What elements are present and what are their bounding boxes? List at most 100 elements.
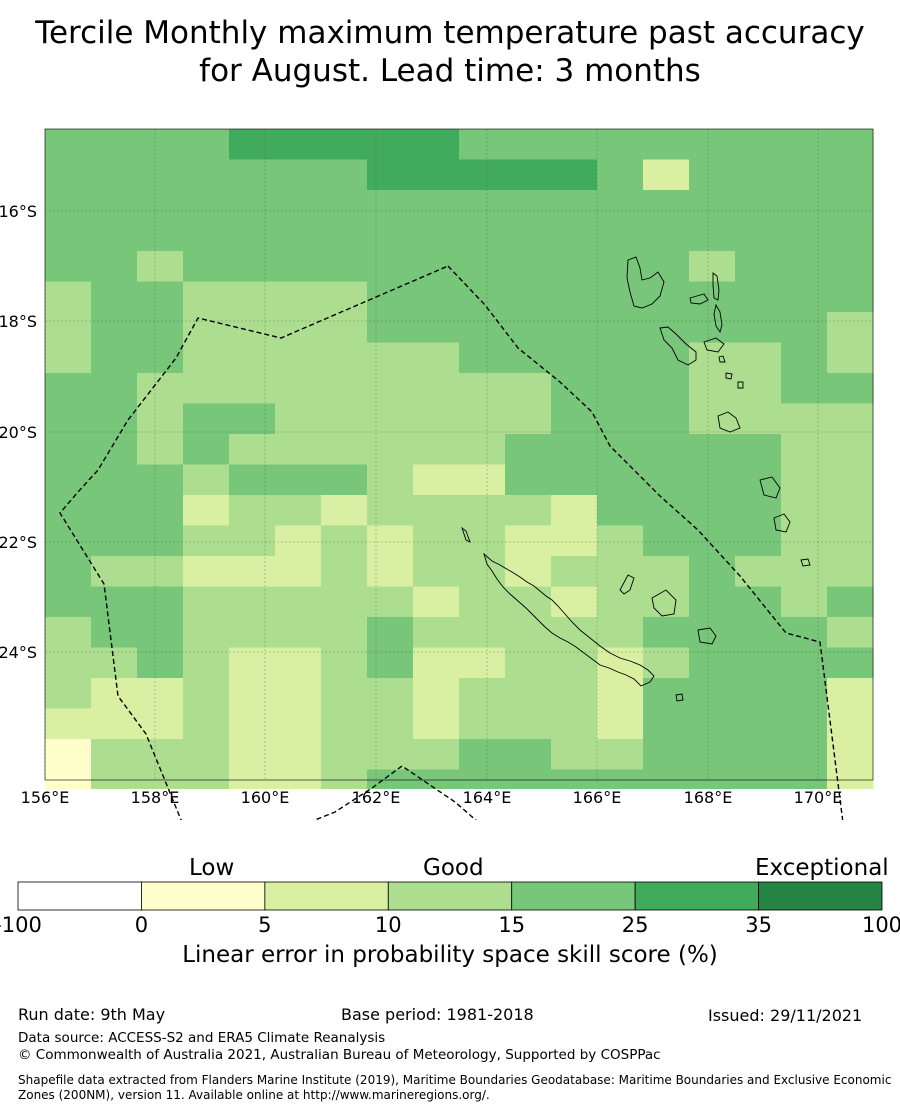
- skill-cell: [367, 129, 414, 161]
- skill-cell: [597, 556, 644, 588]
- lat-tick-label: 18°S: [0, 312, 37, 331]
- skill-cell: [643, 281, 690, 313]
- skill-cell: [551, 373, 598, 405]
- skill-cell: [229, 281, 276, 313]
- skill-cell: [183, 373, 230, 405]
- skill-cell: [643, 129, 690, 161]
- skill-cell: [735, 403, 782, 435]
- skill-cell: [643, 556, 690, 588]
- skill-cell: [275, 769, 322, 789]
- lon-tick-label: 156°E: [21, 788, 70, 807]
- skill-cell: [597, 220, 644, 252]
- skill-cell: [137, 586, 184, 618]
- skill-cell: [91, 556, 138, 588]
- skill-cell: [321, 647, 368, 679]
- skill-cell: [551, 342, 598, 374]
- skill-cell: [689, 373, 736, 405]
- islet-b: [461, 526, 471, 543]
- skill-cell: [137, 678, 184, 710]
- skill-cell: [275, 464, 322, 496]
- skill-cell: [597, 129, 644, 161]
- skill-cell: [275, 739, 322, 771]
- colorbar-segment: [511, 881, 636, 911]
- skill-cell: [183, 434, 230, 466]
- skill-cell: [321, 556, 368, 588]
- skill-cell: [551, 434, 598, 466]
- skill-cell: [781, 281, 828, 313]
- skill-cell: [597, 525, 644, 557]
- skill-cell: [689, 190, 736, 222]
- skill-cell: [735, 495, 782, 527]
- skill-cell: [505, 647, 552, 679]
- skill-cell: [45, 342, 92, 374]
- shapefile-credit-line-1: Shapefile data extracted from Flanders M…: [18, 1073, 892, 1087]
- skill-cell: [45, 281, 92, 313]
- skill-cell: [735, 251, 782, 283]
- eez-boundary: [59, 265, 844, 820]
- colorbar-segment: [758, 881, 883, 911]
- skill-cell: [505, 708, 552, 740]
- skill-cell: [137, 769, 184, 789]
- skill-cell: [459, 342, 506, 374]
- skill-cell: [183, 312, 230, 344]
- skill-cell: [413, 373, 460, 405]
- skill-cell: [505, 342, 552, 374]
- skill-cell: [827, 464, 874, 496]
- skill-cell: [459, 556, 506, 588]
- colorbar-segment: [634, 881, 759, 911]
- skill-cell: [275, 373, 322, 405]
- skill-cell: [597, 647, 644, 679]
- skill-cell: [413, 739, 460, 771]
- skill-cell: [367, 647, 414, 679]
- skill-cell: [781, 403, 828, 435]
- skill-cell: [781, 220, 828, 252]
- skill-cell: [505, 312, 552, 344]
- skill-cell: [367, 556, 414, 588]
- skill-cell: [45, 617, 92, 649]
- skill-cell: [551, 525, 598, 557]
- skill-cell: [643, 678, 690, 710]
- skill-cell: [137, 739, 184, 771]
- skill-cell: [689, 312, 736, 344]
- skill-cell: [413, 708, 460, 740]
- skill-cell: [781, 190, 828, 222]
- skill-cell: [275, 586, 322, 618]
- skill-cell: [735, 617, 782, 649]
- skill-cell: [91, 159, 138, 191]
- skill-cell: [229, 769, 276, 789]
- skill-cell: [735, 220, 782, 252]
- skill-cell: [689, 129, 736, 161]
- skill-cell: [781, 525, 828, 557]
- skill-cell: [551, 495, 598, 527]
- colorbar-axis-label: Linear error in probability space skill …: [182, 942, 718, 968]
- skill-cell: [229, 464, 276, 496]
- skill-cell: [321, 617, 368, 649]
- skill-cell: [643, 739, 690, 771]
- skill-cell: [459, 495, 506, 527]
- skill-cell: [91, 312, 138, 344]
- skill-cell: [413, 281, 460, 313]
- skill-cell: [643, 464, 690, 496]
- colorbar-tick-label: 25: [622, 913, 649, 937]
- skill-cell: [137, 281, 184, 313]
- skill-cell: [551, 739, 598, 771]
- issued-date: Issued: 29/11/2021: [708, 1006, 863, 1025]
- skill-cell: [827, 586, 874, 618]
- skill-cell: [551, 678, 598, 710]
- lon-tick-label: 162°E: [352, 788, 401, 807]
- skill-cell: [275, 281, 322, 313]
- skill-cell: [413, 403, 460, 435]
- skill-cell: [229, 739, 276, 771]
- skill-cell: [827, 617, 874, 649]
- lon-tick-label: 160°E: [241, 788, 290, 807]
- skill-cell: [321, 312, 368, 344]
- skill-cell: [367, 373, 414, 405]
- skill-cell: [275, 495, 322, 527]
- skill-cell: [735, 708, 782, 740]
- loyalty-ouvea: [619, 574, 635, 595]
- skill-cell: [183, 617, 230, 649]
- skill-cell: [689, 525, 736, 557]
- skill-cell: [781, 769, 828, 789]
- skill-cell: [643, 617, 690, 649]
- colorbar-tick-label: 0: [135, 913, 148, 937]
